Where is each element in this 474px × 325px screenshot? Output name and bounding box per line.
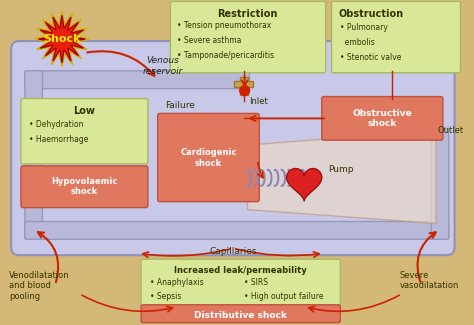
- Text: Obstruction: Obstruction: [338, 9, 403, 19]
- FancyBboxPatch shape: [331, 1, 460, 73]
- Polygon shape: [38, 15, 85, 63]
- Text: Low: Low: [73, 107, 95, 116]
- FancyBboxPatch shape: [25, 222, 449, 239]
- Text: • Haemorrhage: • Haemorrhage: [29, 135, 88, 144]
- FancyBboxPatch shape: [21, 98, 148, 164]
- Text: Restriction: Restriction: [218, 9, 278, 19]
- Polygon shape: [287, 169, 322, 201]
- FancyBboxPatch shape: [431, 128, 449, 239]
- Text: • Stenotic valve: • Stenotic valve: [340, 53, 401, 62]
- Text: Outlet: Outlet: [437, 126, 463, 135]
- Text: • High output failure: • High output failure: [244, 292, 323, 301]
- FancyBboxPatch shape: [158, 113, 259, 202]
- Text: Pump: Pump: [328, 165, 354, 174]
- Text: Capillaries: Capillaries: [209, 247, 256, 256]
- FancyBboxPatch shape: [141, 305, 340, 323]
- Polygon shape: [247, 130, 436, 224]
- Text: Hypovolaemic
shock: Hypovolaemic shock: [51, 177, 118, 197]
- Bar: [240, 77, 247, 95]
- Text: Shock: Shock: [43, 34, 81, 44]
- Text: Distributive shock: Distributive shock: [194, 311, 287, 320]
- Bar: [234, 81, 254, 87]
- Text: • SIRS: • SIRS: [244, 278, 268, 287]
- FancyBboxPatch shape: [322, 97, 443, 140]
- Text: • Severe asthma: • Severe asthma: [177, 36, 242, 45]
- Circle shape: [240, 86, 249, 96]
- Text: • Anaphylaxis: • Anaphylaxis: [150, 278, 204, 287]
- Text: • Dehydration: • Dehydration: [29, 120, 83, 129]
- FancyBboxPatch shape: [25, 71, 249, 89]
- Text: Obstructive
shock: Obstructive shock: [353, 109, 412, 128]
- Text: • Sepsis: • Sepsis: [150, 292, 181, 301]
- FancyBboxPatch shape: [21, 166, 148, 208]
- Text: Failure: Failure: [165, 100, 195, 110]
- Text: Venous
reservoir: Venous reservoir: [142, 56, 183, 75]
- FancyBboxPatch shape: [25, 71, 42, 239]
- Text: • Tension pneumothorax: • Tension pneumothorax: [177, 21, 272, 30]
- Text: Inlet: Inlet: [249, 97, 268, 106]
- Text: Severe
vasodilatation: Severe vasodilatation: [400, 271, 459, 291]
- Polygon shape: [35, 11, 89, 67]
- Text: Venodilatation
and blood
pooling: Venodilatation and blood pooling: [9, 271, 70, 301]
- Text: Cardiogenic
shock: Cardiogenic shock: [180, 148, 237, 168]
- Text: • Pulmonary: • Pulmonary: [340, 23, 388, 32]
- Text: Increased leak/permeability: Increased leak/permeability: [174, 266, 307, 275]
- FancyBboxPatch shape: [170, 1, 326, 73]
- FancyBboxPatch shape: [141, 259, 340, 309]
- Text: • Tamponade/pericarditis: • Tamponade/pericarditis: [177, 51, 274, 60]
- FancyBboxPatch shape: [11, 41, 455, 255]
- Text: embolis: embolis: [340, 38, 375, 47]
